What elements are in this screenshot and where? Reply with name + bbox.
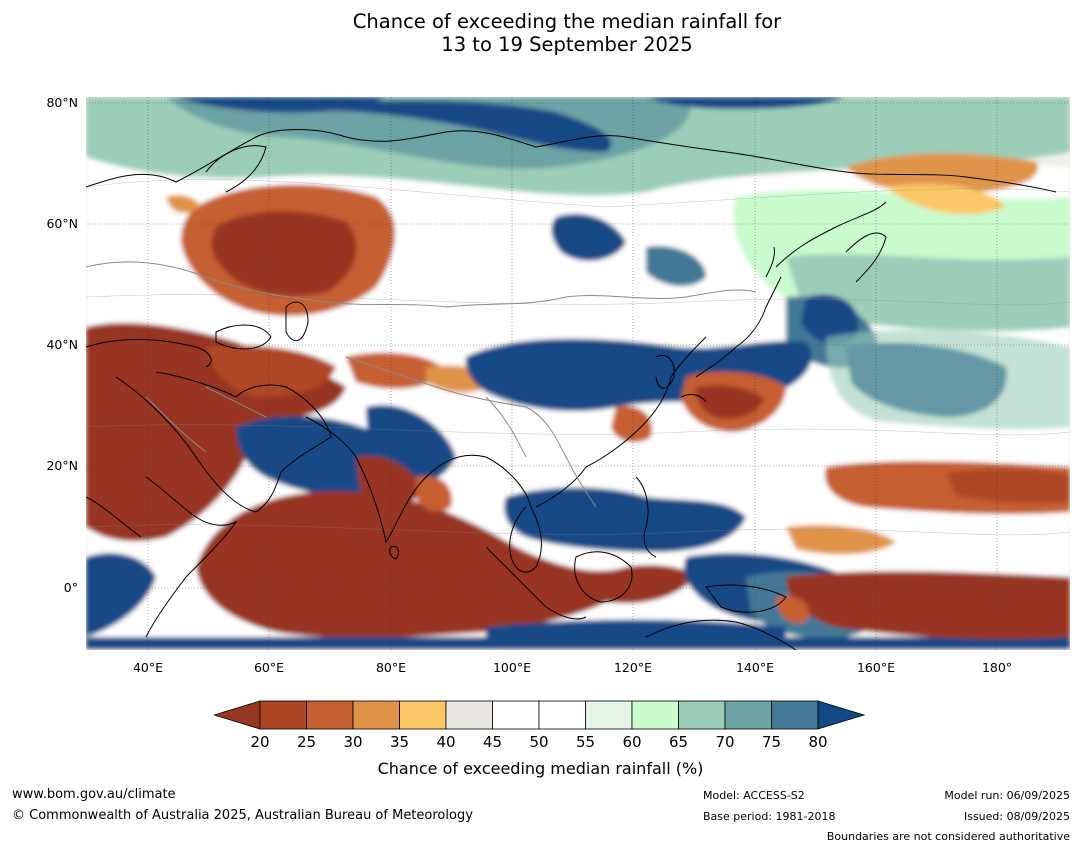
- colorbar-tick-label: 70: [715, 733, 735, 751]
- colorbar-extend-high: [817, 700, 866, 730]
- lat-label-60n: 60°N: [46, 216, 78, 231]
- colorbar-tick-label: 25: [296, 733, 317, 751]
- colorbar-cell: [585, 700, 633, 730]
- boundary-disclaimer: Boundaries are not considered authoritat…: [826, 830, 1070, 843]
- model-name: Model: ACCESS-S2: [703, 789, 805, 802]
- colorbar-cell: [492, 700, 540, 730]
- colorbar-cell: [771, 700, 819, 730]
- lon-label-100e: 100°E: [492, 660, 531, 675]
- lon-label-180: 180°: [981, 660, 1013, 675]
- colorbar-tick-label: 60: [622, 733, 642, 751]
- lon-label-160e: 160°E: [856, 660, 895, 675]
- colorbar-cell: [724, 700, 772, 730]
- graticule: [86, 97, 1070, 650]
- colorbar-cell: [259, 700, 307, 730]
- colorbar-cell: [538, 700, 586, 730]
- lat-label-20n: 20°N: [46, 458, 78, 473]
- country-borders: [86, 261, 757, 508]
- map-title: Chance of exceeding the median rainfall …: [0, 10, 1081, 56]
- lat-label-80n: 80°N: [46, 95, 78, 110]
- colorbar-tick-label: 35: [389, 733, 410, 751]
- lon-label-80e: 80°E: [375, 660, 407, 675]
- colorbar-cell: [631, 700, 679, 730]
- issued-date: Issued: 08/09/2025: [963, 810, 1070, 823]
- colorbar-label: Chance of exceeding median rainfall (%): [377, 759, 704, 778]
- colorbar-tick-label: 55: [575, 733, 596, 751]
- lon-label-40e: 40°E: [132, 660, 164, 675]
- colorbar-cell: [678, 700, 726, 730]
- rainfall-probability-field: [86, 97, 1070, 650]
- colorbar-extend-low: [214, 700, 261, 730]
- base-period: Base period: 1981-2018: [703, 810, 836, 823]
- contour-overlay: [86, 179, 1070, 536]
- colorbar-tick-label: 75: [761, 733, 782, 751]
- colorbar-cell: [399, 700, 447, 730]
- colorbar-cell: [352, 700, 400, 730]
- lon-label-120e: 120°E: [613, 660, 652, 675]
- model-run: Model run: 06/09/2025: [944, 789, 1070, 802]
- title-line-2: 13 to 19 September 2025: [441, 33, 693, 56]
- lon-label-140e: 140°E: [735, 660, 774, 675]
- colorbar: [214, 700, 866, 730]
- title-line-1: Chance of exceeding the median rainfall …: [352, 10, 782, 33]
- website-link[interactable]: www.bom.gov.au/climate: [12, 787, 176, 802]
- colorbar-cell: [445, 700, 493, 730]
- copyright-text: © Commonwealth of Australia 2025, Austra…: [12, 808, 473, 823]
- colorbar-tick-label: 20: [250, 733, 270, 751]
- colorbar-tick-label: 80: [808, 733, 828, 751]
- lat-label-0: 0°: [63, 580, 78, 595]
- colorbar-cell: [306, 700, 354, 730]
- lat-label-40n: 40°N: [46, 337, 78, 352]
- colorbar-tick-label: 65: [668, 733, 689, 751]
- colorbar-tick-label: 50: [529, 733, 549, 751]
- colorbar-tick-label: 40: [436, 733, 456, 751]
- colorbar-tick-label: 30: [343, 733, 363, 751]
- colorbar-tick-label: 45: [482, 733, 503, 751]
- rainfall-map: [86, 97, 1070, 650]
- coastlines: [86, 129, 1057, 650]
- lon-label-60e: 60°E: [253, 660, 285, 675]
